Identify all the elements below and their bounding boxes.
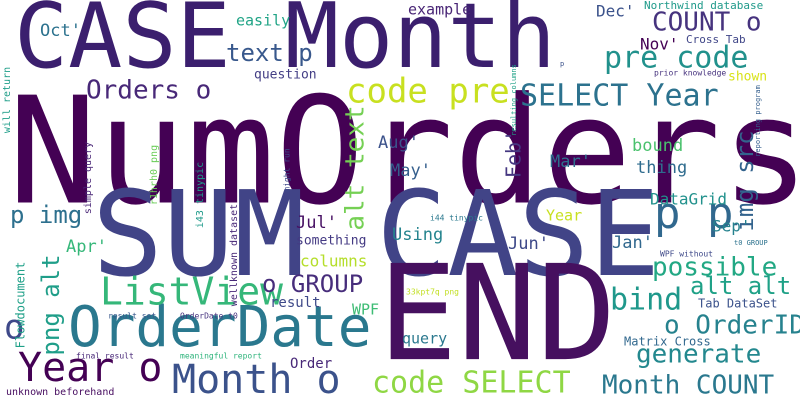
word-may: May'	[390, 161, 431, 181]
word-thing: thing	[636, 158, 687, 178]
word-count-o: COUNT o	[652, 8, 762, 38]
word-o: o	[4, 308, 24, 348]
word-numorders: NumOrders	[8, 66, 800, 238]
word-t0-group: t0 GROUP	[734, 239, 768, 247]
word-resulting-columns: resulting columns	[510, 64, 518, 136]
word-northwind-database: Northwind database	[644, 0, 763, 12]
word-prior-knowledge: prior knowledge	[654, 69, 726, 78]
word-dec: Dec'	[596, 2, 635, 21]
word-o-group: o GROUP	[262, 270, 363, 298]
word-might-run: might run	[283, 148, 292, 192]
word-result-set: result set	[108, 312, 156, 321]
word-bound: bound	[632, 136, 683, 156]
word-wellknown-dataset: wellknown dataset	[229, 204, 240, 306]
word-mar: Mar'	[550, 152, 591, 172]
word-pre-code: pre code	[604, 41, 749, 76]
word-tab-dataset: Tab DataSet	[698, 297, 777, 311]
word-wpf: WPF	[352, 301, 379, 319]
word-png-alt: png alt	[37, 254, 65, 355]
word-p: p	[560, 60, 564, 68]
word-year-o: Year o	[18, 345, 163, 391]
word-p-p: p p	[654, 188, 733, 239]
word-select-year: SELECT Year	[520, 79, 719, 114]
word-question: question	[254, 68, 317, 83]
word-img-src: img src	[731, 130, 759, 231]
word-orderdate-t0: OrderDate t0	[180, 312, 238, 321]
word-month-count: Month COUNT	[602, 371, 775, 400]
word-feb: Feb'	[502, 130, 526, 178]
word-using: Using	[392, 225, 443, 245]
word-bind: bind	[610, 283, 682, 318]
word-text-p: text p	[226, 39, 313, 67]
word-order: Order	[290, 356, 332, 372]
word-will-return: will return	[2, 67, 13, 133]
word-shown: shown	[728, 70, 767, 85]
word-jun: Jun'	[508, 234, 549, 254]
word-columns: columns	[300, 252, 367, 271]
word-example: example	[408, 1, 471, 19]
word-end: END	[378, 237, 616, 391]
word-orderdate: OrderDate	[68, 295, 371, 360]
word-alt-alt: alt alt	[690, 272, 791, 300]
word-33kpt7q-png: 33kpt7q png	[406, 288, 459, 297]
word-something: something	[296, 234, 366, 249]
word-alt-text: alt text	[341, 105, 371, 230]
word-jul: Jul'	[296, 213, 337, 233]
word-result: result	[270, 295, 321, 311]
word-cross-tab: Cross Tab	[686, 33, 746, 46]
word-sum-case: SUM CASE	[92, 165, 660, 303]
word-jan: Jan'	[612, 233, 653, 253]
word-code-select: code SELECT	[372, 366, 571, 400]
word-matrix-cross: Matrix Cross	[624, 335, 711, 349]
word-unknown-beforehand: unknown beforehand	[6, 387, 114, 398]
word-o-orderid: o OrderID	[664, 311, 800, 341]
word-datagrid: DataGrid	[650, 190, 727, 209]
word-i43-tinypic: i43 tinypic	[195, 162, 206, 228]
word-p-img: p img	[10, 201, 82, 229]
word-simple-query: simple query	[83, 142, 94, 214]
word-year: Year	[546, 207, 582, 225]
word-generate: generate	[636, 340, 761, 370]
word-oct: Oct'	[40, 21, 81, 41]
word-case-month: CASE Month	[14, 0, 556, 89]
word-r1hrh0-png: r1hrh0 png	[149, 145, 160, 205]
word-flowdocument: Flowdocument	[14, 262, 28, 349]
word-orders-o: Orders o	[86, 76, 211, 106]
word-easily: easily	[236, 12, 290, 30]
word-listview: ListView	[100, 270, 283, 314]
word-aug: Aug'	[378, 133, 419, 153]
word-query: query	[402, 330, 447, 348]
word-possible: possible	[652, 253, 777, 283]
word-i44-tinypic: i44 tinypic	[430, 214, 483, 223]
word-code-pre: code pre	[346, 72, 510, 112]
word-final-result: final result	[76, 352, 134, 361]
word-wpf-without: WPF without	[660, 250, 713, 259]
word-nov: Nov'	[640, 35, 679, 54]
word-meaningful-report: meaningful report	[180, 352, 262, 361]
word-sep: Sep'	[712, 217, 751, 236]
word-reporting-program: reporting program	[754, 85, 762, 157]
word-apr: Apr'	[66, 237, 107, 257]
word-month-o: Month o	[172, 357, 341, 400]
